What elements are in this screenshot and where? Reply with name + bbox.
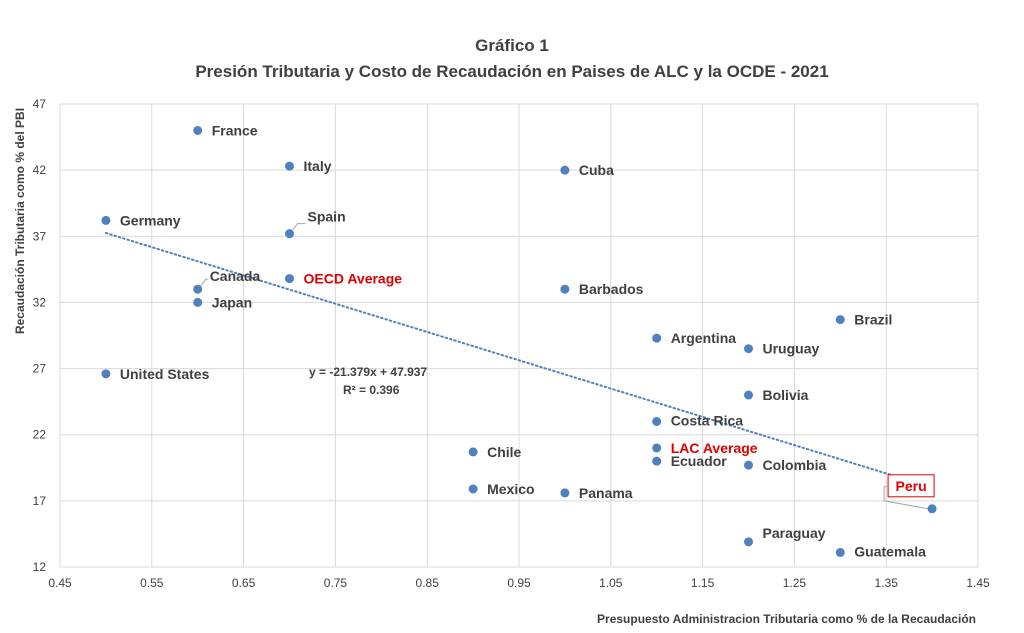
peru-leader-line	[883, 486, 929, 510]
data-point	[560, 165, 570, 175]
trendline-equation: y = -21.379x + 47.937	[309, 365, 427, 379]
point-label-chile: Chile	[487, 444, 521, 460]
x-tick-label: 0.65	[232, 576, 256, 590]
data-point	[652, 333, 662, 343]
x-tick-label: 0.75	[324, 576, 348, 590]
trendline-group	[104, 232, 934, 489]
y-tick-label: 27	[33, 362, 47, 376]
point-label-mexico: Mexico	[487, 481, 534, 497]
data-point	[468, 447, 478, 457]
label-callouts	[200, 223, 935, 510]
data-point	[285, 161, 294, 171]
point-label-united-states: United States	[120, 366, 210, 382]
data-point	[101, 215, 111, 225]
data-point	[285, 229, 294, 239]
x-tick-label: 0.55	[140, 576, 164, 590]
data-point	[744, 537, 753, 547]
y-tick-label: 42	[33, 163, 47, 177]
y-tick-label: 37	[33, 229, 47, 243]
leader-line	[292, 223, 306, 231]
data-point	[652, 456, 662, 466]
chart-title: Gráfico 1	[475, 36, 549, 55]
leader-line	[200, 278, 208, 287]
x-axis-label: Presupuesto Administracion Tributaria co…	[597, 612, 976, 626]
point-label-oecd-average: OECD Average	[304, 271, 403, 287]
y-tick-label: 17	[33, 494, 47, 508]
point-label-france: France	[212, 122, 258, 138]
point-label-colombia: Colombia	[763, 457, 827, 473]
x-tick-label: 1.45	[966, 576, 990, 590]
point-label-peru: Peru	[896, 478, 927, 494]
data-point	[468, 484, 478, 494]
peru-callout-box	[887, 474, 935, 498]
data-point	[652, 416, 662, 426]
point-label-costa-rica: Costa Rica	[671, 412, 744, 428]
trendline-r2: R² = 0.396	[343, 383, 400, 397]
data-point	[744, 390, 753, 400]
point-label-spain: Spain	[308, 209, 346, 225]
data-point	[744, 344, 753, 354]
chart-subtitle: Presión Tributaria y Costo de Recaudació…	[195, 62, 829, 81]
point-label-lac-average: LAC Average	[671, 440, 758, 456]
point-label-panama: Panama	[579, 485, 633, 501]
point-label-argentina: Argentina	[671, 330, 737, 346]
point-label-canada: Canada	[210, 268, 261, 284]
y-tick-label: 32	[33, 295, 47, 309]
trendline	[104, 232, 934, 489]
data-point	[927, 504, 937, 514]
data-points: France Italy Cuba Germany Spain OECD Average C…	[101, 122, 937, 559]
gridlines	[59, 103, 979, 568]
point-label-barbados: Barbados	[579, 281, 644, 297]
point-label-japan: Japan	[212, 294, 252, 310]
axis-ticks: 0.45 0.55 0.65 0.75 0.85 0.95 1.05 1.15 1.25 1.35…	[33, 97, 990, 590]
x-tick-label: 1.25	[783, 576, 807, 590]
data-point	[744, 460, 753, 470]
data-point	[560, 284, 570, 294]
data-point	[835, 547, 845, 557]
data-point	[560, 488, 570, 498]
x-tick-label: 1.05	[599, 576, 623, 590]
x-tick-label: 0.95	[507, 576, 531, 590]
data-point	[193, 125, 203, 135]
x-tick-label: 0.85	[416, 576, 440, 590]
y-axis-label: Recaudación Tributaria como % del PBI	[13, 108, 27, 334]
point-label-italy: Italy	[304, 158, 332, 174]
x-tick-label: 1.35	[875, 576, 899, 590]
point-label-uruguay: Uruguay	[763, 341, 820, 357]
point-label-ecuador: Ecuador	[671, 453, 728, 469]
x-tick-label: 0.45	[48, 576, 72, 590]
data-point	[101, 369, 111, 379]
data-point	[193, 297, 203, 307]
point-label-bolivia: Bolivia	[763, 387, 809, 403]
point-label-brazil: Brazil	[854, 312, 892, 328]
point-label-germany: Germany	[120, 212, 181, 228]
data-point	[652, 443, 662, 453]
y-tick-label: 47	[33, 97, 47, 111]
x-tick-label: 1.15	[691, 576, 715, 590]
y-tick-label: 12	[33, 560, 47, 574]
data-point	[193, 284, 203, 294]
data-point	[835, 315, 845, 325]
point-label-paraguay: Paraguay	[763, 525, 826, 541]
data-point	[285, 274, 294, 284]
y-tick-label: 22	[33, 428, 47, 442]
point-label-guatemala: Guatemala	[854, 543, 926, 559]
point-label-cuba: Cuba	[579, 162, 614, 178]
